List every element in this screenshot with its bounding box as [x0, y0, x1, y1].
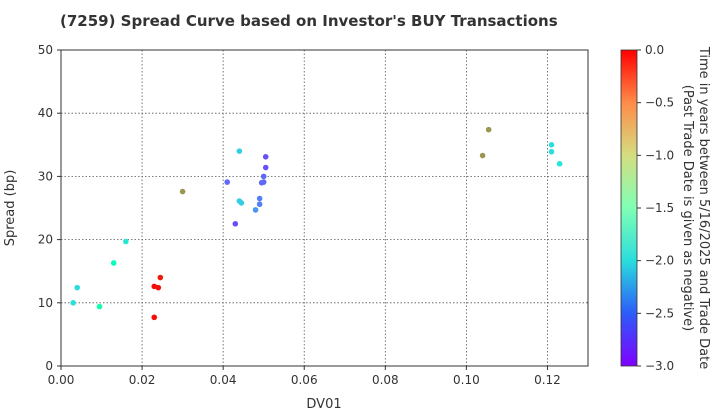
y-tick-label: 0 [45, 359, 53, 373]
data-point [224, 179, 231, 185]
y-axis-label: Spread (bp) [3, 170, 18, 247]
data-point [110, 260, 117, 266]
x-tick-label: 0.00 [48, 373, 75, 387]
data-point [96, 303, 103, 310]
data-point [252, 207, 259, 213]
colorbar-tick-label: −3.0 [645, 359, 674, 373]
y-axis-ticks: 0 10 20 30 40 50 [38, 43, 61, 373]
y-tick-label: 30 [38, 169, 53, 183]
colorbar [620, 49, 638, 367]
data-point [74, 284, 81, 291]
colorbar-tick-label: −2.0 [645, 254, 674, 268]
y-tick-label: 10 [38, 296, 53, 310]
x-tick-label: 0.12 [534, 373, 561, 387]
data-point [548, 148, 555, 155]
y-tick-label: 50 [38, 43, 53, 57]
data-point [256, 195, 263, 202]
y-tick-label: 40 [38, 106, 53, 120]
x-tick-label: 0.04 [210, 373, 237, 387]
x-tick-label: 0.10 [453, 373, 480, 387]
data-point [479, 152, 486, 159]
data-point [157, 274, 164, 281]
x-tick-label: 0.02 [129, 373, 156, 387]
data-point [262, 154, 269, 160]
colorbar-tick-label: −2.5 [645, 306, 674, 320]
data-point [151, 314, 158, 321]
chart-title: (7259) Spread Curve based on Investor's … [60, 12, 558, 30]
data-point [548, 142, 555, 148]
data-point [232, 221, 239, 227]
data-points [70, 126, 563, 321]
data-point [70, 300, 76, 306]
data-point [179, 188, 186, 195]
data-point [260, 173, 267, 180]
data-point [556, 160, 563, 167]
colorbar-label-line1: Time in years between 5/16/2025 and Trad… [696, 46, 711, 369]
x-tick-label: 0.06 [291, 373, 318, 387]
colorbar-tick-label: −1.5 [645, 201, 674, 215]
colorbar-ticks: 0.0 −0.5 −1.0 −1.5 −2.0 −2.5 −3.0 [637, 43, 674, 373]
data-point [155, 284, 162, 291]
data-point [256, 201, 263, 208]
x-tick-label: 0.08 [372, 373, 399, 387]
colorbar-tick-label: 0.0 [645, 43, 664, 57]
data-point [485, 126, 492, 133]
colorbar-label-line2: (Past Trade Date is given as negative) [680, 85, 695, 331]
y-tick-label: 20 [38, 233, 53, 247]
grid-lines [61, 50, 588, 366]
data-point [262, 164, 269, 171]
data-point [236, 148, 243, 154]
colorbar-tick-label: −1.0 [645, 148, 674, 162]
colorbar-tick-label: −0.5 [645, 96, 674, 110]
x-axis-label: DV01 [306, 397, 341, 412]
data-point [238, 200, 245, 206]
plot-frame [60, 49, 589, 367]
data-point [123, 238, 129, 245]
x-axis-ticks: 0.00 0.02 0.04 0.06 0.08 0.10 0.12 [48, 366, 561, 387]
data-point [260, 179, 267, 185]
